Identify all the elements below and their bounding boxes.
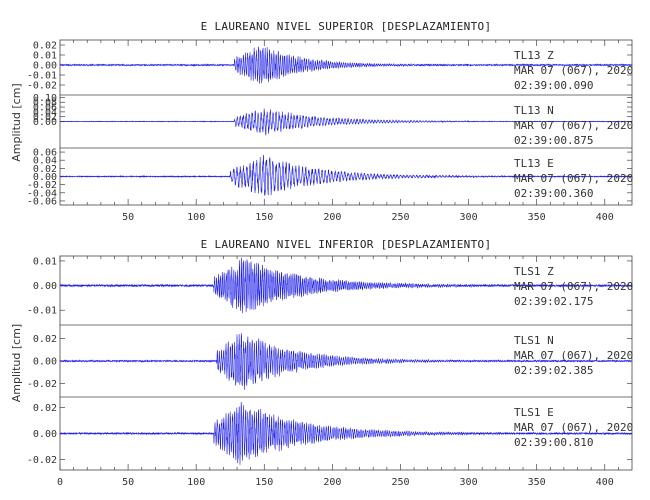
time-label: 02:39:00.810 <box>514 436 593 449</box>
date-label: MAR 07 (067), 2020 <box>514 64 633 77</box>
x-tick-label: 100 <box>187 212 205 223</box>
y-tick-label: -0.01 <box>27 306 57 317</box>
y-tick-label: 0.00 <box>33 281 57 292</box>
y-tick-label: -0.02 <box>27 180 57 191</box>
x-tick-label: 50 <box>122 212 134 223</box>
y-tick-label: 0.06 <box>33 103 57 114</box>
station-label: TLS1 E <box>514 406 554 419</box>
date-label: MAR 07 (067), 2020 <box>514 119 633 132</box>
station-label: TL13 E <box>514 157 554 170</box>
time-label: 02:39:02.175 <box>514 295 593 308</box>
x-tick-label: 100 <box>187 477 205 488</box>
y-tick-label: -0.06 <box>27 196 57 207</box>
x-tick-label: 300 <box>460 212 478 223</box>
waveform-trace <box>59 108 633 136</box>
y-tick-label: 0.00 <box>33 357 57 368</box>
y-tick-label: -0.01 <box>27 71 57 82</box>
x-tick-label: 150 <box>255 477 273 488</box>
y-tick-label: 0.02 <box>33 164 57 175</box>
x-tick-label: 0 <box>57 477 63 488</box>
y-tick-label: -0.02 <box>27 81 57 92</box>
y-tick-label: 0.04 <box>33 107 57 118</box>
y-tick-label: -0.04 <box>27 188 57 199</box>
y-tick-label: 0.02 <box>33 112 57 123</box>
y-tick-label: 0.00 <box>33 61 57 72</box>
y-tick-label: 0.02 <box>33 334 57 345</box>
y-tick-label: -0.02 <box>27 455 57 466</box>
y-tick-label: 0.00 <box>33 429 57 440</box>
waveform-trace <box>59 46 633 84</box>
y-tick-label: 0.00 <box>33 172 57 183</box>
y-tick-label: 0.06 <box>33 148 57 159</box>
date-label: MAR 07 (067), 2020 <box>514 280 633 293</box>
y-tick-label: 0.02 <box>33 403 57 414</box>
date-label: MAR 07 (067), 2020 <box>514 421 633 434</box>
x-tick-label: 200 <box>323 212 341 223</box>
date-label: MAR 07 (067), 2020 <box>514 349 633 362</box>
x-tick-label: 250 <box>391 212 409 223</box>
y-tick-label: 0.08 <box>33 98 57 109</box>
y-tick-label: 0.02 <box>33 41 57 52</box>
y-tick-label: 0.10 <box>33 93 57 104</box>
y-axis-label: Amplitud [cm] <box>10 83 23 161</box>
y-tick-label: 0.00 <box>33 117 57 128</box>
y-axis-label: Amplitud [cm] <box>10 324 23 402</box>
time-label: 02:39:00.360 <box>514 187 593 200</box>
x-tick-label: 350 <box>528 477 546 488</box>
x-tick-label: 350 <box>528 212 546 223</box>
x-tick-label: 400 <box>596 477 614 488</box>
y-tick-label: -0.02 <box>27 379 57 390</box>
x-tick-label: 200 <box>323 477 341 488</box>
y-tick-label: 0.01 <box>33 51 57 62</box>
y-tick-label: 0.01 <box>33 256 57 267</box>
date-label: MAR 07 (067), 2020 <box>514 172 633 185</box>
station-label: TLS1 Z <box>514 265 554 278</box>
time-label: 02:39:00.090 <box>514 79 593 92</box>
waveform-trace <box>59 154 633 196</box>
station-label: TLS1 N <box>514 334 554 347</box>
chart-title: E LAUREANO NIVEL SUPERIOR [DESPLAZAMIENT… <box>201 20 492 33</box>
y-tick-label: 0.04 <box>33 156 57 167</box>
station-label: TL13 N <box>514 104 554 117</box>
x-tick-label: 300 <box>460 477 478 488</box>
chart-title: E LAUREANO NIVEL INFERIOR [DESPLAZAMIENT… <box>201 238 492 251</box>
waveform-trace <box>59 257 633 314</box>
waveform-trace <box>59 332 633 390</box>
station-label: TL13 Z <box>514 49 554 62</box>
x-tick-label: 400 <box>596 212 614 223</box>
waveform-trace <box>59 401 633 465</box>
time-label: 02:39:00.875 <box>514 134 593 147</box>
x-tick-label: 250 <box>391 477 409 488</box>
x-tick-label: 50 <box>122 477 134 488</box>
time-label: 02:39:02.385 <box>514 364 593 377</box>
x-tick-label: 150 <box>255 212 273 223</box>
